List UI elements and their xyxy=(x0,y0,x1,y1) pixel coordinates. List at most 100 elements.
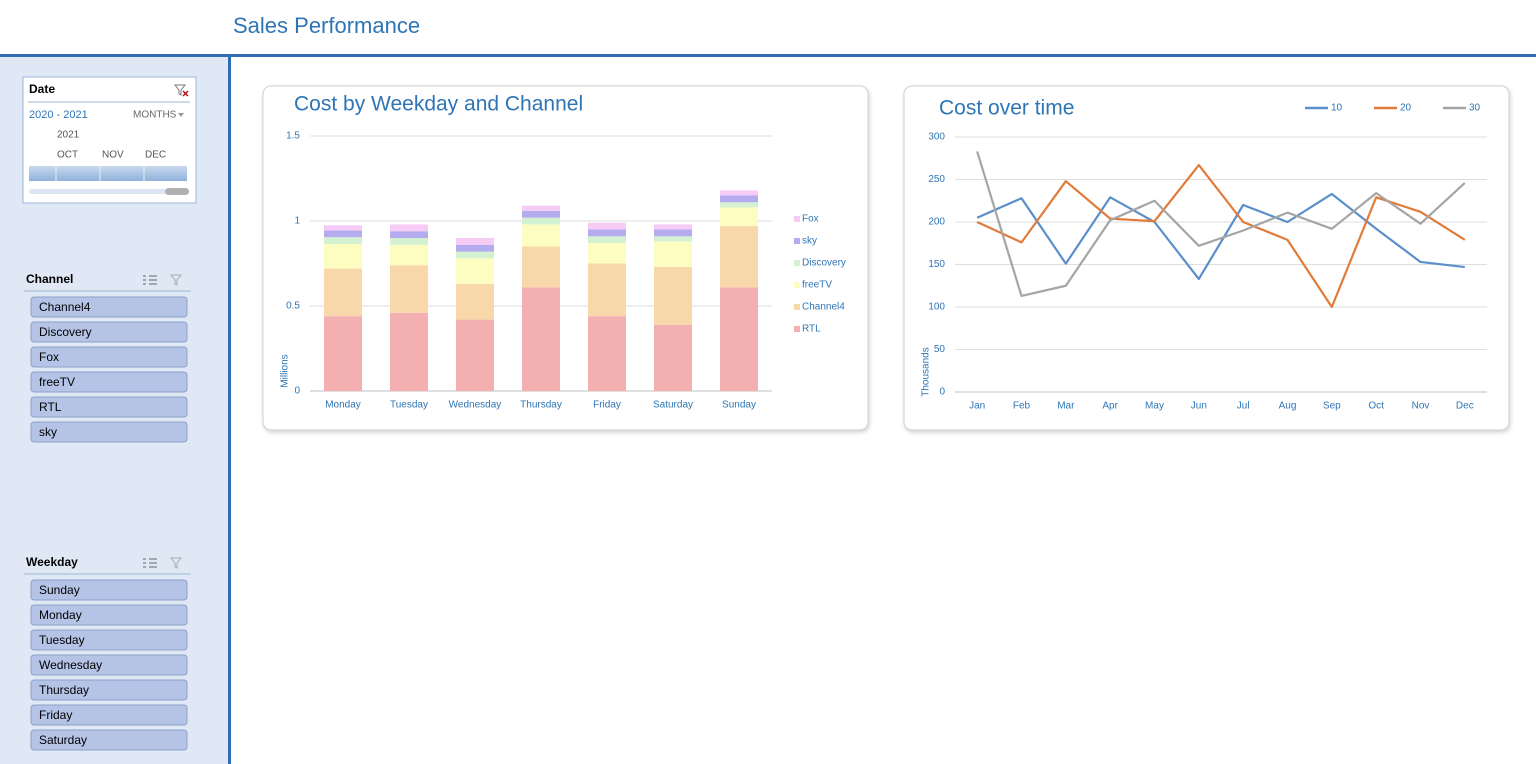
bar-segment xyxy=(456,319,494,391)
x-tick-label: May xyxy=(1145,401,1164,412)
sidebar-rule xyxy=(228,57,231,764)
line-series xyxy=(976,192,1465,281)
bar-segment xyxy=(720,207,758,227)
chart-title: Cost over time xyxy=(939,97,1074,120)
slicer-item[interactable] xyxy=(30,654,188,676)
bar-segment xyxy=(324,225,362,231)
clear-filter-icon[interactable] xyxy=(173,84,187,96)
bar-segment xyxy=(324,243,362,269)
bar-segment xyxy=(390,224,428,232)
clear-filter-icon[interactable] xyxy=(169,557,183,569)
x-tick-label: Friday xyxy=(593,400,621,411)
y-axis-label: Millions xyxy=(280,354,291,387)
slicer-item[interactable] xyxy=(30,371,188,393)
legend-swatch xyxy=(794,260,800,266)
timeline-month: DEC xyxy=(145,150,166,161)
time-level[interactable]: MONTHS xyxy=(133,110,177,121)
bar-segment xyxy=(588,263,626,317)
bar-segment xyxy=(522,246,560,288)
legend-swatch xyxy=(794,238,800,244)
legend-swatch xyxy=(794,282,800,288)
bar-segment xyxy=(588,222,626,230)
bar-segment xyxy=(522,224,560,247)
slicer-title: Channel xyxy=(26,272,73,286)
legend-label: 20 xyxy=(1400,103,1412,114)
bar-segment xyxy=(588,316,626,391)
bar-segment xyxy=(654,224,692,230)
page-title: Sales Performance xyxy=(233,13,420,38)
slicer-item[interactable] xyxy=(30,396,188,418)
x-tick-label: Nov xyxy=(1412,401,1430,412)
slicer-title: Date xyxy=(29,82,55,96)
timeline-bar[interactable] xyxy=(29,166,187,181)
x-tick-label: Tuesday xyxy=(390,400,428,411)
bar-segment xyxy=(324,237,362,244)
header-rule xyxy=(0,54,1536,57)
slicer-item[interactable] xyxy=(30,346,188,368)
y-tick-label: 0 xyxy=(294,386,300,397)
bar-segment xyxy=(456,283,494,320)
slicer-item[interactable] xyxy=(30,579,188,601)
clear-filter-x xyxy=(182,90,189,97)
x-tick-label: Wednesday xyxy=(449,400,502,411)
x-tick-label: Monday xyxy=(325,400,361,411)
slicer-item-label: RTL xyxy=(39,400,62,414)
legend-label: Channel4 xyxy=(802,302,845,313)
bar-segment xyxy=(720,287,758,391)
x-tick-label: Jan xyxy=(969,401,985,412)
date-slicer[interactable] xyxy=(22,76,197,204)
slicer-item[interactable] xyxy=(30,421,188,443)
bar-segment xyxy=(324,230,362,238)
bar-segment xyxy=(720,190,758,196)
scrollbar-thumb[interactable] xyxy=(165,188,189,195)
clear-filter-icon[interactable] xyxy=(169,274,183,286)
y-tick-label: 50 xyxy=(934,344,946,355)
bar-segment xyxy=(654,324,692,391)
bar-segment xyxy=(720,195,758,203)
slicer-item[interactable] xyxy=(30,679,188,701)
slicer-item[interactable] xyxy=(30,604,188,626)
multi-select-icon[interactable] xyxy=(143,558,157,568)
chart-frame xyxy=(903,85,1510,431)
x-tick-label: Feb xyxy=(1013,401,1031,412)
y-tick-label: 0.5 xyxy=(286,301,300,312)
slicer-item[interactable] xyxy=(30,296,188,318)
date-range: 2020 - 2021 xyxy=(29,109,88,121)
line-series xyxy=(976,151,1466,298)
bar-segment xyxy=(324,316,362,391)
slicer-item-label: freeTV xyxy=(39,375,75,389)
bar-segment xyxy=(456,251,494,259)
slicer-item-label: sky xyxy=(39,425,57,439)
legend-swatch xyxy=(794,326,800,332)
bar-segment xyxy=(654,241,692,267)
legend-label: 30 xyxy=(1469,103,1481,114)
x-tick-label: Sep xyxy=(1323,401,1341,412)
bar-segment xyxy=(522,217,560,225)
bar-segment xyxy=(588,243,626,264)
y-tick-label: 100 xyxy=(928,302,945,313)
legend-label: sky xyxy=(802,236,817,247)
slicer-item-label: Tuesday xyxy=(39,633,85,647)
y-axis-label: Thousands xyxy=(921,347,932,396)
slicer-item[interactable] xyxy=(30,704,188,726)
dropdown-arrow[interactable] xyxy=(178,113,184,117)
slicer-item[interactable] xyxy=(30,629,188,651)
legend-swatch xyxy=(794,304,800,310)
legend-swatch xyxy=(794,216,800,222)
timeline-year: 2021 xyxy=(57,130,80,141)
x-tick-label: Apr xyxy=(1102,401,1118,412)
y-tick-label: 1.5 xyxy=(286,131,300,142)
slicer-item[interactable] xyxy=(30,321,188,343)
legend-label: 10 xyxy=(1331,103,1343,114)
slicer-item[interactable] xyxy=(30,729,188,751)
slicer-item-label: Sunday xyxy=(39,583,80,597)
bar-segment xyxy=(522,287,560,391)
bar-segment xyxy=(522,205,560,211)
bar-segment xyxy=(588,229,626,237)
bar-segment xyxy=(390,265,428,313)
x-tick-label: Sunday xyxy=(722,400,756,411)
multi-select-icon[interactable] xyxy=(143,275,157,285)
bar-segment xyxy=(654,236,692,242)
y-tick-label: 250 xyxy=(928,174,945,185)
